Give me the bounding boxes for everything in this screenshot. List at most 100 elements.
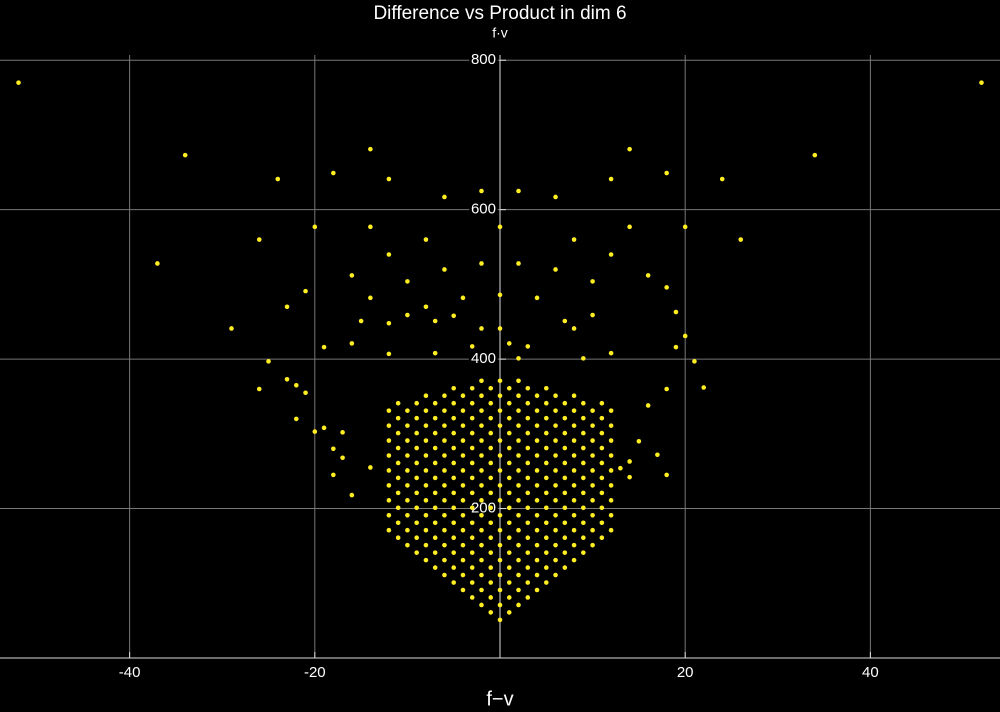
point — [497, 224, 503, 230]
point — [534, 438, 540, 443]
point — [543, 505, 549, 511]
point — [608, 468, 614, 473]
point — [534, 527, 540, 533]
point — [534, 542, 540, 548]
point — [460, 468, 466, 473]
point — [469, 550, 475, 555]
point — [562, 505, 568, 511]
point — [581, 520, 586, 526]
point — [451, 520, 457, 526]
point — [479, 483, 484, 488]
point — [488, 475, 494, 481]
point — [479, 572, 484, 578]
point — [506, 400, 512, 406]
point — [414, 445, 419, 451]
point — [525, 460, 531, 466]
point — [349, 492, 355, 498]
point — [442, 542, 447, 548]
point — [497, 378, 503, 384]
point — [516, 602, 521, 608]
point — [386, 176, 392, 182]
point — [16, 80, 21, 85]
point — [423, 542, 429, 548]
point — [423, 498, 429, 503]
point — [451, 550, 457, 555]
point — [627, 146, 632, 152]
point — [525, 445, 531, 451]
point — [543, 445, 549, 451]
point — [701, 385, 707, 390]
point — [497, 498, 503, 503]
point — [432, 460, 438, 466]
point — [497, 602, 503, 608]
point — [423, 237, 429, 242]
point — [506, 430, 512, 436]
point — [451, 415, 457, 421]
point — [516, 356, 521, 361]
point — [673, 344, 679, 350]
point — [395, 490, 401, 496]
point — [423, 304, 429, 310]
point — [479, 393, 484, 399]
point — [442, 468, 447, 473]
point — [562, 415, 568, 421]
point — [581, 535, 586, 540]
point — [386, 453, 392, 458]
point — [479, 188, 484, 194]
point — [488, 430, 494, 436]
point — [497, 468, 503, 473]
point — [571, 557, 577, 563]
point — [590, 312, 595, 318]
point — [516, 557, 521, 563]
point — [608, 423, 614, 428]
point — [405, 483, 410, 488]
point — [488, 610, 494, 615]
point — [979, 80, 984, 85]
point — [460, 557, 466, 563]
point — [488, 580, 494, 585]
point — [553, 453, 558, 458]
point — [618, 465, 623, 471]
point — [627, 459, 632, 464]
point — [581, 356, 586, 361]
point — [488, 535, 494, 540]
point — [432, 430, 438, 436]
point — [488, 385, 494, 391]
point — [525, 490, 531, 496]
point — [395, 430, 401, 436]
point — [581, 400, 586, 406]
point — [414, 535, 419, 540]
point — [284, 376, 290, 382]
point — [571, 237, 577, 242]
point — [488, 550, 494, 555]
point — [506, 550, 512, 555]
point — [553, 512, 558, 518]
point — [497, 326, 503, 331]
point — [608, 498, 614, 503]
point — [423, 468, 429, 473]
point — [562, 520, 568, 526]
point — [553, 468, 558, 473]
point — [432, 565, 438, 570]
point — [590, 483, 595, 488]
point — [479, 438, 484, 443]
point — [516, 527, 521, 533]
point — [497, 483, 503, 488]
point — [534, 393, 540, 399]
point — [386, 468, 392, 473]
point — [553, 557, 558, 563]
point — [590, 542, 595, 548]
point — [599, 445, 605, 451]
point — [506, 595, 512, 600]
point — [497, 572, 503, 578]
point — [590, 498, 595, 503]
point — [460, 587, 466, 593]
point — [442, 453, 447, 458]
point — [405, 279, 410, 284]
point — [488, 520, 494, 526]
point — [469, 445, 475, 451]
point — [627, 474, 632, 480]
point — [590, 468, 595, 473]
point — [543, 490, 549, 496]
